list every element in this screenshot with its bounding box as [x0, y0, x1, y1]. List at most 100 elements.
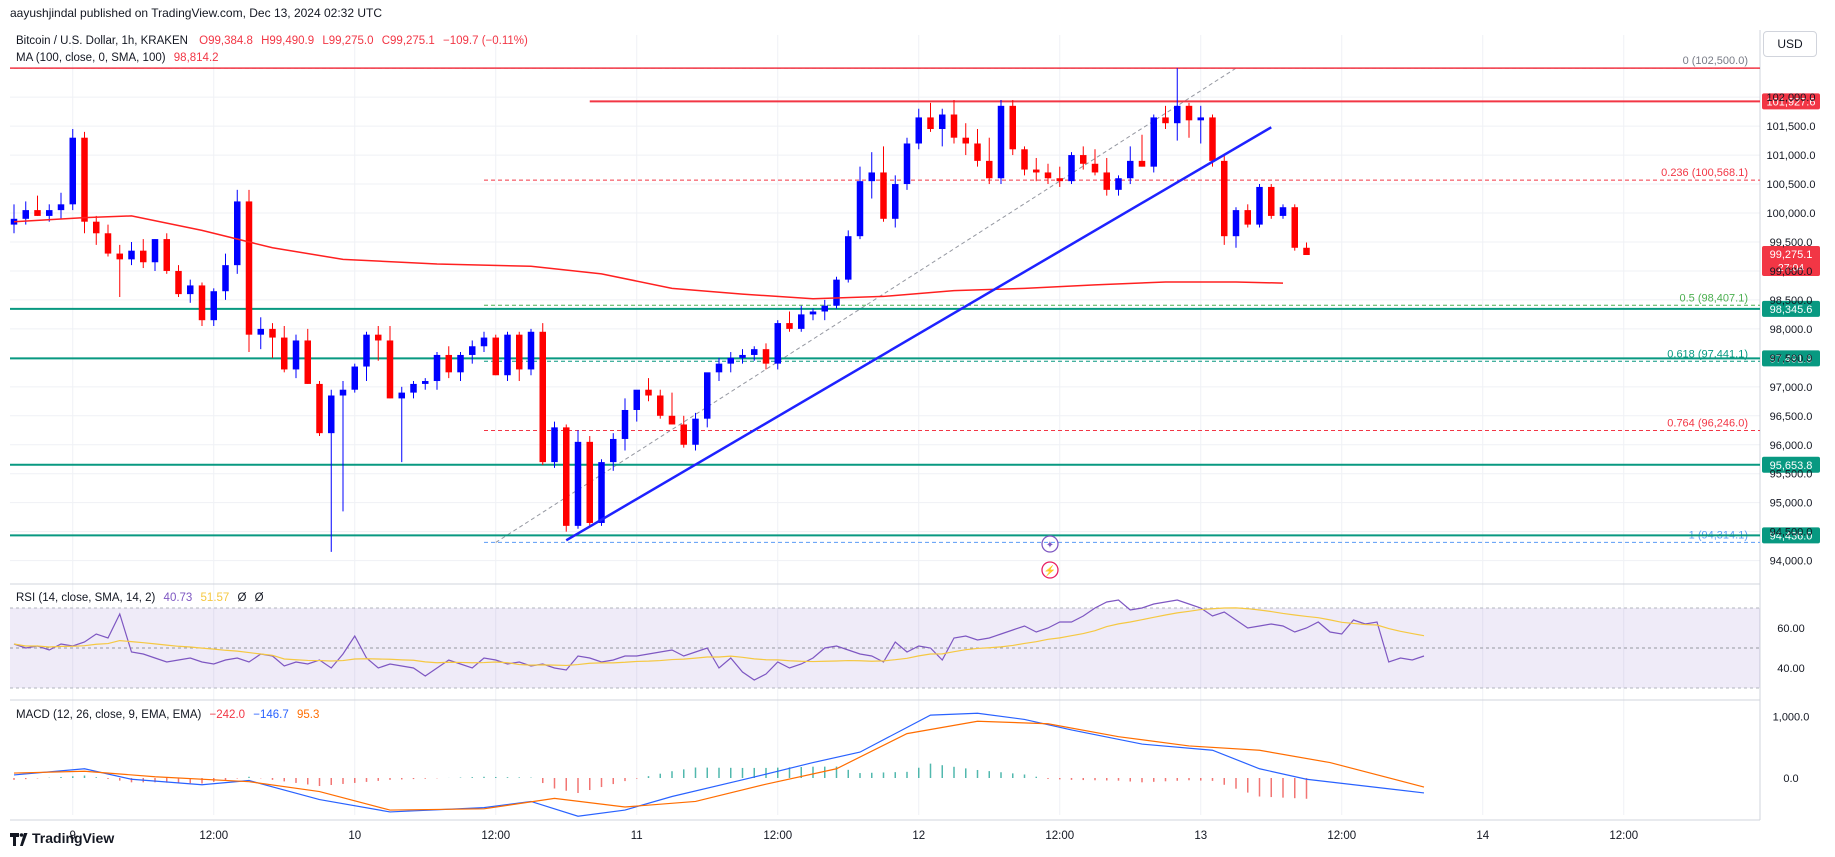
- candle-up: [1068, 155, 1075, 182]
- candle-up: [845, 236, 852, 280]
- candle-up: [222, 265, 229, 292]
- candle-up: [187, 285, 194, 295]
- candle-down: [1033, 169, 1040, 173]
- candle-up: [551, 427, 558, 463]
- ma100-line: [13, 215, 1284, 300]
- level-price-tag: [1762, 527, 1820, 544]
- price-tick-label: 101,000.0: [1767, 150, 1816, 162]
- candle-down: [539, 331, 546, 463]
- time-tick-label: 9: [70, 830, 76, 842]
- horizontal-levels[interactable]: [10, 67, 1760, 537]
- candle-down: [1091, 163, 1099, 173]
- level-price-label: 97,491.9: [1770, 353, 1813, 365]
- candle-up: [621, 409, 629, 439]
- price-tick-label: 97,000.0: [1770, 382, 1813, 394]
- macd-label: MACD (12, 26, close, 9, EMA, EMA): [16, 709, 202, 721]
- rsi-label: RSI (14, close, SMA, 14, 2): [16, 592, 156, 604]
- rsi-value: 40.73: [163, 592, 193, 604]
- candle-up: [1115, 178, 1122, 190]
- time-tick-label: 12:00: [1045, 830, 1074, 842]
- rsi-legend[interactable]: RSI (14, close, SMA, 14, 2) 40.73 51.57 …: [16, 592, 269, 604]
- time-tick-label: 11: [631, 830, 643, 842]
- macd-tick-label: 1,000.0: [1773, 711, 1810, 723]
- level-price-label: 98,345.6: [1770, 304, 1813, 316]
- candle-up: [1174, 105, 1181, 124]
- candle-up: [856, 181, 864, 237]
- flash-icon-glyph: ⚡: [1044, 564, 1056, 577]
- candle-down: [445, 354, 452, 373]
- tradingview-logo-icon: [10, 833, 28, 846]
- symbol-name: Bitcoin / U.S. Dollar, 1h, KRAKEN: [16, 35, 188, 47]
- candle-down: [1009, 105, 1016, 150]
- fib-level-label: 0.236 (100,568.1): [1661, 167, 1748, 179]
- candle-up: [410, 383, 417, 393]
- candle-down: [140, 250, 147, 263]
- candle-up: [292, 340, 300, 370]
- candle-up: [715, 363, 723, 373]
- candle-up: [1279, 207, 1287, 216]
- candle-up: [751, 349, 758, 355]
- candle-up: [46, 210, 53, 216]
- currency-button[interactable]: USD: [1763, 31, 1817, 57]
- price-tick-label: 95,000.0: [1770, 498, 1813, 510]
- candle-up: [151, 239, 159, 263]
- macd-legend[interactable]: MACD (12, 26, close, 9, EMA, EMA) −242.0…: [16, 709, 324, 721]
- candle-up: [939, 114, 946, 130]
- candle-down: [762, 349, 770, 364]
- sparkle-icon: [1041, 535, 1059, 553]
- candle-up: [915, 117, 922, 144]
- symbol-legend[interactable]: Bitcoin / U.S. Dollar, 1h, KRAKEN O99,38…: [16, 35, 533, 47]
- candle-down: [316, 383, 323, 434]
- candle-down: [586, 441, 593, 523]
- candle-down: [880, 172, 887, 219]
- candle-down: [104, 233, 112, 254]
- price-tick-label: 94,500.0: [1770, 527, 1813, 539]
- candle-down: [1044, 172, 1052, 179]
- ma-legend[interactable]: MA (100, close, 0, SMA, 100) 98,814.2: [16, 52, 224, 64]
- candle-up: [633, 389, 640, 410]
- candle-down: [81, 137, 88, 222]
- price-tick-label: 100,000.0: [1767, 208, 1816, 220]
- candle-up: [1232, 210, 1240, 237]
- time-tick-label: 13: [1194, 830, 1207, 842]
- price-tick-label: 94,000.0: [1770, 556, 1813, 568]
- rsi-tick-label: 40.00: [1777, 663, 1805, 675]
- candle-down: [245, 201, 253, 335]
- candle-down: [116, 253, 123, 260]
- level-price-label: 95,653.8: [1770, 460, 1813, 472]
- candle-down: [1244, 210, 1251, 225]
- macd-hist-value: 95.3: [296, 709, 320, 721]
- publisher-header: aayushjindal published on TradingView.co…: [10, 6, 383, 20]
- last-price-tag: [1762, 246, 1820, 277]
- axes: 101,927.6 98,345.6 97,491.9 95,653.8 94,436.…: [70, 92, 1820, 842]
- candle-up: [57, 204, 65, 211]
- candle-up: [22, 210, 29, 219]
- candle-up: [210, 291, 217, 321]
- price-tick-label: 96,000.0: [1770, 440, 1813, 452]
- time-tick-label: 10: [348, 830, 361, 842]
- candle-up: [351, 366, 358, 390]
- candle-up: [469, 346, 476, 355]
- level-price-tag: [1762, 93, 1820, 110]
- time-tick-label: 12:00: [481, 830, 510, 842]
- price-tick-label: 97,500.0: [1770, 353, 1813, 365]
- candle-up: [1197, 117, 1204, 121]
- candle-down: [950, 114, 958, 138]
- ohlc-change: −109.7 (−0.11%): [443, 35, 528, 47]
- candle-down: [304, 340, 311, 384]
- price-tick-label: 99,500.0: [1770, 237, 1813, 249]
- ma-value: 98,814.2: [173, 52, 219, 64]
- time-tick-label: 12:00: [1609, 830, 1638, 842]
- candle-up: [1150, 117, 1157, 167]
- price-tick-label: 98,500.0: [1770, 295, 1813, 307]
- candle-up: [128, 250, 135, 260]
- time-tick-label: 12:00: [763, 830, 792, 842]
- tradingview-brand: TradingView: [32, 830, 115, 846]
- price-tick-label: 100,500.0: [1767, 179, 1816, 191]
- candle-up: [339, 389, 347, 396]
- rsi-extra-1: Ø: [237, 592, 247, 604]
- macd-pane: [13, 712, 1425, 817]
- flash-icon: [1041, 561, 1059, 579]
- candle-up: [422, 381, 429, 384]
